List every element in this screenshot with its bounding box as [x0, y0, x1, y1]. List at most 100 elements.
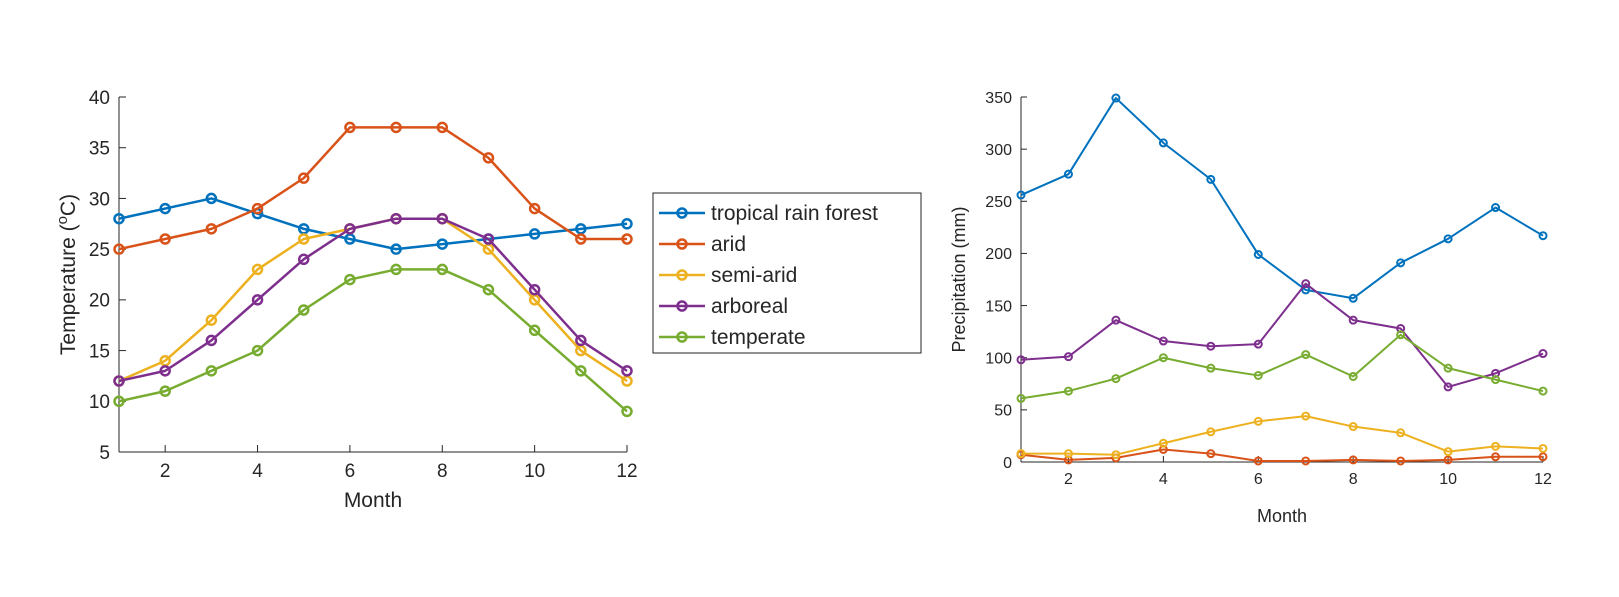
- y-tick-label: 250: [985, 194, 1012, 211]
- data-point: [205, 223, 218, 235]
- data-point: [113, 395, 125, 408]
- y-axis-label-tail: C): [57, 194, 80, 216]
- data-point: [1063, 352, 1073, 362]
- y-tick-label: 0: [1003, 455, 1012, 472]
- series-line-4: [118, 268, 628, 413]
- y-tick-label: 20: [89, 291, 110, 312]
- data-point: [528, 228, 541, 240]
- data-point: [251, 202, 264, 215]
- data-point: [436, 238, 449, 250]
- x-tick-label: 4: [252, 461, 263, 482]
- data-point: [1206, 363, 1216, 373]
- x-tick-label: 8: [1349, 471, 1358, 488]
- data-point: [1443, 447, 1453, 457]
- data-point: [390, 212, 402, 225]
- data-point: [482, 152, 495, 164]
- data-point: [436, 212, 449, 225]
- data-point: [1111, 93, 1121, 103]
- data-point: [159, 385, 171, 397]
- data-point: [1206, 427, 1216, 437]
- data-point: [1158, 438, 1168, 448]
- data-point: [390, 263, 402, 276]
- series-line-1: [118, 126, 627, 251]
- data-point: [344, 223, 356, 235]
- temperature-chart: 2 4 6 8 10 12 5 10 15 20 25 30 35 40 Month Temperature …: [54, 88, 638, 512]
- series-line-1: [1020, 448, 1543, 462]
- data-point: [528, 324, 541, 337]
- x-tick-label: 8: [437, 461, 448, 482]
- y-tick-label: 350: [985, 90, 1012, 107]
- data-point: [1396, 456, 1406, 466]
- data-point: [575, 334, 587, 347]
- x-axis-label: Month: [344, 489, 402, 512]
- data-point: [1443, 234, 1453, 244]
- data-point: [159, 365, 171, 377]
- legend-entry: arboreal: [711, 295, 788, 318]
- data-point: [1491, 203, 1501, 213]
- data-point: [1348, 371, 1358, 381]
- y-tick-label: 25: [89, 240, 110, 261]
- data-point: [390, 121, 402, 134]
- y-tick-label: 15: [89, 341, 110, 362]
- legend-entry: tropical rain forest: [711, 202, 878, 225]
- data-point: [113, 243, 125, 255]
- data-point: [621, 233, 633, 245]
- y-tick-label: 300: [985, 142, 1012, 159]
- legend-swatch-marker: [676, 207, 688, 219]
- data-point: [205, 314, 218, 326]
- x-tick-label: 2: [1064, 471, 1073, 488]
- x-tick-label: 2: [160, 461, 171, 482]
- data-point: [1443, 382, 1453, 392]
- data-point: [1396, 258, 1406, 268]
- data-point: [1063, 449, 1073, 459]
- legend-entry: temperate: [711, 326, 806, 349]
- data-point: [113, 375, 125, 387]
- data-point: [251, 263, 264, 276]
- y-axis-label: Temperature (oC): [54, 194, 80, 355]
- data-point: [1253, 370, 1263, 380]
- data-point: [1491, 452, 1501, 462]
- series-line-2: [1021, 415, 1544, 456]
- data-point: [1538, 231, 1548, 241]
- legend: tropical rain forest arid semi-arid arborea…: [652, 192, 922, 354]
- series-line-4: [1020, 333, 1544, 400]
- data-point: [251, 344, 264, 357]
- data-point: [1348, 422, 1358, 432]
- data-point: [251, 294, 264, 306]
- legend-box: [652, 192, 922, 354]
- y-tick-label: 10: [89, 392, 110, 413]
- series-line-3: [1020, 282, 1544, 388]
- data-point: [1111, 450, 1121, 460]
- data-point: [1301, 456, 1311, 466]
- data-point: [1206, 341, 1216, 351]
- data-point: [1016, 190, 1026, 200]
- y-tick-label: 40: [89, 88, 110, 109]
- data-point: [1253, 456, 1263, 466]
- data-point: [1301, 350, 1311, 360]
- data-point: [1491, 441, 1501, 451]
- data-point: [1348, 315, 1358, 325]
- data-point: [113, 212, 125, 225]
- data-point: [1348, 293, 1358, 303]
- y-axis-label: Precipitation (mm): [949, 206, 969, 352]
- data-point: [1253, 339, 1263, 349]
- data-point: [297, 304, 310, 316]
- y-tick-label: 200: [985, 246, 1012, 263]
- data-point: [1253, 416, 1263, 426]
- data-point: [528, 283, 541, 296]
- data-point: [1206, 449, 1216, 459]
- series-line-0: [1020, 97, 1544, 300]
- data-point: [1111, 315, 1121, 325]
- series-line-3: [118, 217, 628, 383]
- data-point: [482, 233, 495, 245]
- y-axis-label-main: Temperature (: [57, 224, 80, 355]
- data-point: [1396, 428, 1406, 438]
- y-tick-label: 150: [985, 298, 1012, 315]
- data-point: [1538, 386, 1548, 396]
- data-point: [1538, 452, 1548, 462]
- legend-swatch-marker: [676, 300, 688, 312]
- x-tick-label: 10: [524, 461, 545, 482]
- legend-entry: arid: [711, 233, 746, 256]
- data-point: [1301, 279, 1311, 289]
